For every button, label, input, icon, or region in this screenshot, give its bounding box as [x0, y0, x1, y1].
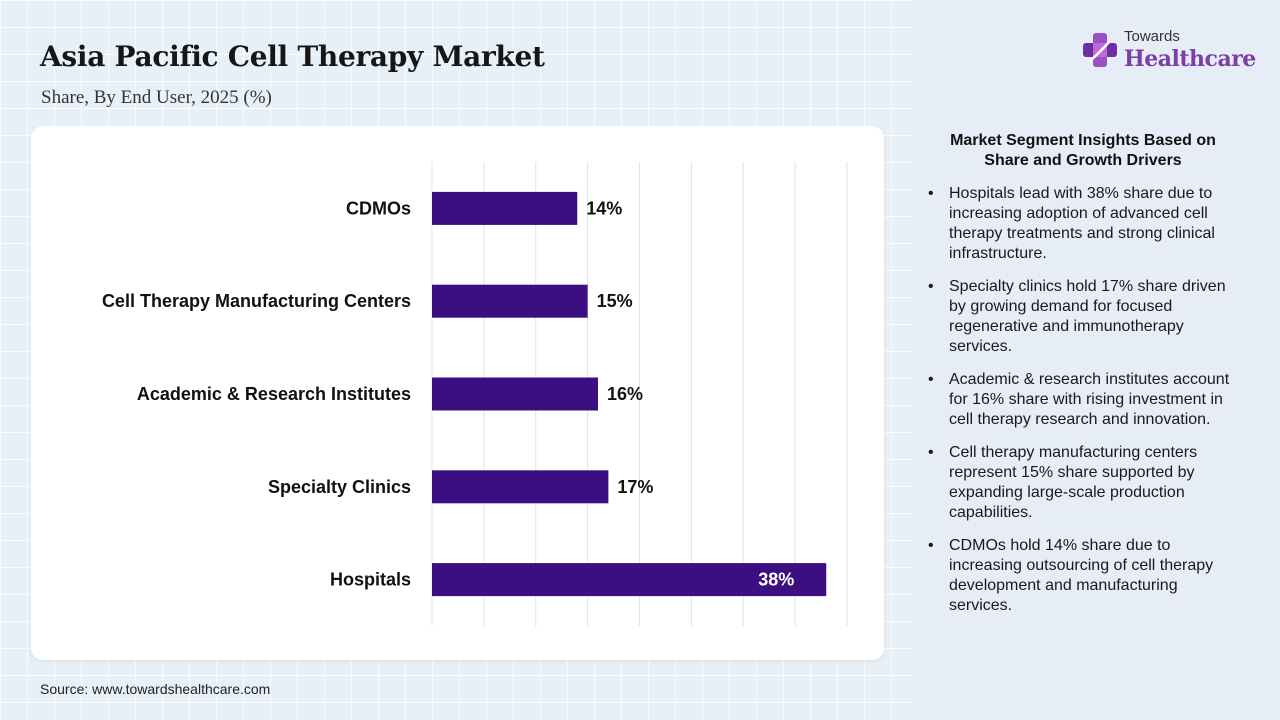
category-label: Academic & Research Institutes	[137, 384, 411, 404]
category-label: CDMOs	[346, 198, 411, 218]
chart-card: CDMOs 14% Cell Therapy Manufacturing Cente…	[31, 126, 884, 660]
insight-item: Hospitals lead with 38% share due to inc…	[928, 184, 1240, 264]
insight-item: CDMOs hold 14% share due to increasing o…	[928, 536, 1240, 616]
data-label: 17%	[617, 477, 653, 497]
bar	[432, 470, 609, 504]
bar	[432, 191, 578, 225]
cross-icon	[1083, 33, 1117, 67]
insights-list: Hospitals lead with 38% share due to inc…	[928, 184, 1240, 629]
insight-item: Academic & research institutes account f…	[928, 370, 1240, 430]
insights-title: Market Segment Insights Based on Share a…	[950, 132, 1216, 169]
data-label: 15%	[597, 291, 633, 311]
data-label: 16%	[607, 384, 643, 404]
brand-logo: Towards Healthcare	[1080, 28, 1260, 78]
category-label: Cell Therapy Manufacturing Centers	[102, 291, 411, 311]
bar-chart: CDMOs 14% Cell Therapy Manufacturing Cente…	[102, 162, 848, 626]
page-title: Asia Pacific Cell Therapy Market	[40, 40, 545, 73]
logo-text-top: Towards	[1124, 28, 1180, 45]
insight-item: Specialty clinics hold 17% share driven …	[928, 277, 1240, 357]
source-note: Source: www.towardshealthcare.com	[40, 681, 271, 697]
data-label: 38%	[758, 570, 794, 590]
insight-item: Cell therapy manufacturing centers repre…	[928, 443, 1240, 523]
bar	[432, 377, 598, 411]
category-label: Hospitals	[330, 570, 411, 590]
bar	[432, 284, 588, 318]
bar	[432, 563, 827, 597]
data-label: 14%	[586, 198, 622, 218]
page-subtitle: Share, By End User, 2025 (%)	[41, 87, 272, 108]
logo-text-main: Healthcare	[1124, 46, 1256, 72]
category-label: Specialty Clinics	[268, 477, 411, 497]
